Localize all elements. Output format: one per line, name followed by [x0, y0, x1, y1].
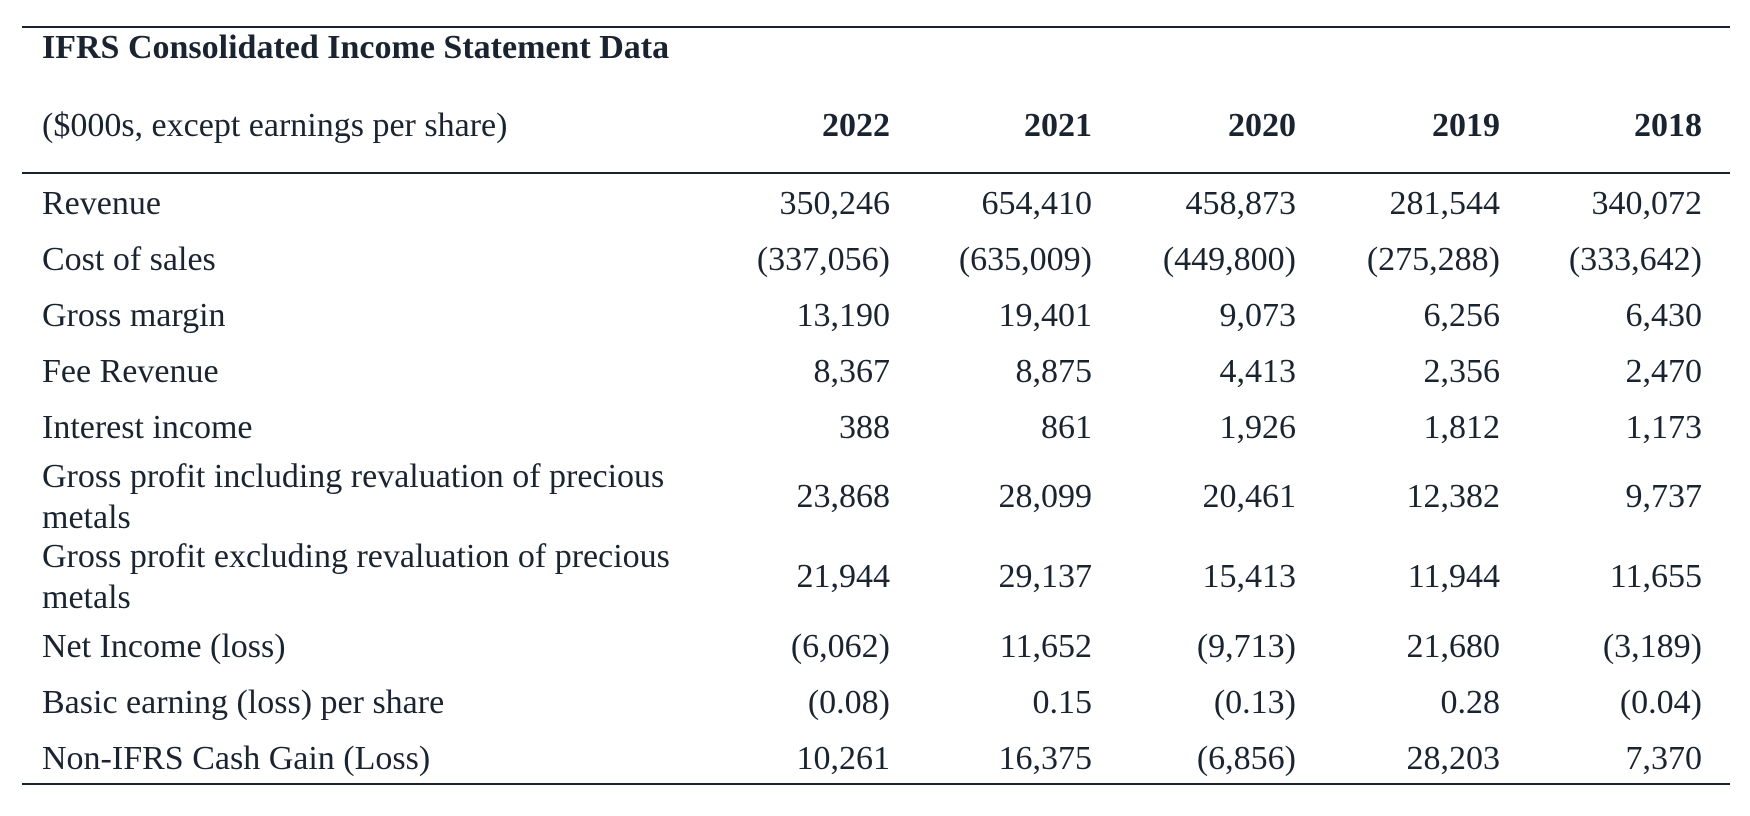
cell-2021: 19,401	[998, 297, 1093, 334]
cell-2018: 340,072	[1591, 185, 1703, 222]
table-row-revenue: Revenue 350,246 654,410 458,873 281,544 …	[0, 182, 1750, 226]
cell-2022: 350,246	[779, 185, 891, 222]
cell-2018: 2,470	[1625, 353, 1703, 390]
cell-2019: 21,680	[1406, 628, 1501, 665]
row-label-line-1: Gross profit including revaluation of pr…	[42, 458, 665, 495]
cell-2021: 0.15	[1032, 684, 1093, 721]
cell-2020: 20,461	[1202, 478, 1297, 515]
bottom-rule	[22, 783, 1730, 785]
cell-2020: 4,413	[1219, 353, 1297, 390]
table-row-gross-profit-excluding-revaluation: Gross profit excluding revaluation of pr…	[0, 536, 1750, 618]
row-label: Non-IFRS Cash Gain (Loss)	[42, 740, 431, 777]
cell-2022: 8,367	[813, 353, 891, 390]
cell-2020: (6,856)	[1196, 740, 1296, 777]
cell-2021: 11,652	[999, 628, 1092, 665]
row-label-line-2: metals	[42, 499, 131, 536]
cell-2018: 11,655	[1609, 558, 1702, 595]
row-label: Net Income (loss)	[42, 628, 286, 665]
cell-2021: 29,137	[998, 558, 1093, 595]
cell-2020: (9,713)	[1196, 628, 1296, 665]
table-row-interest-income: Interest income 388 861 1,926 1,812 1,17…	[0, 406, 1750, 450]
cell-2019: (275,288)	[1366, 241, 1500, 278]
year-header-2019: 2019	[1432, 107, 1500, 144]
cell-2019: 12,382	[1406, 478, 1501, 515]
cell-2019: 281,544	[1389, 185, 1501, 222]
row-label-line-2: metals	[42, 579, 131, 616]
row-label: Fee Revenue	[42, 353, 219, 390]
cell-2022: (337,056)	[756, 241, 890, 278]
table-row-non-ifrs-cash-gain: Non-IFRS Cash Gain (Loss) 10,261 16,375 …	[0, 737, 1750, 781]
table-row-net-income: Net Income (loss) (6,062) 11,652 (9,713)…	[0, 625, 1750, 669]
year-header-2020: 2020	[1228, 107, 1296, 144]
cell-2018: (333,642)	[1568, 241, 1702, 278]
cell-2022: 23,868	[796, 478, 891, 515]
header-rule	[22, 172, 1730, 174]
cell-2022: 21,944	[796, 558, 891, 595]
cell-2018: 6,430	[1625, 297, 1703, 334]
cell-2018: 7,370	[1625, 740, 1703, 777]
cell-2019: 6,256	[1423, 297, 1501, 334]
row-label: Basic earning (loss) per share	[42, 684, 445, 721]
cell-2021: 16,375	[998, 740, 1093, 777]
cell-2022: (0.08)	[807, 684, 890, 721]
year-header-2022: 2022	[822, 107, 890, 144]
cell-2019: 28,203	[1406, 740, 1501, 777]
year-header-2018: 2018	[1634, 107, 1702, 144]
cell-2022: 13,190	[796, 297, 891, 334]
cell-2019: 11,944	[1407, 558, 1500, 595]
cell-2020: 15,413	[1202, 558, 1297, 595]
cell-2018: 1,173	[1625, 409, 1703, 446]
table-title: IFRS Consolidated Income Statement Data	[42, 29, 670, 66]
table-row-gross-profit-including-revaluation: Gross profit including revaluation of pr…	[0, 456, 1750, 538]
cell-2019: 2,356	[1423, 353, 1501, 390]
cell-2021: 654,410	[981, 185, 1093, 222]
cell-2022: 10,261	[796, 740, 891, 777]
cell-2019: 0.28	[1440, 684, 1501, 721]
cell-2021: 8,875	[1015, 353, 1093, 390]
cell-2020: 9,073	[1219, 297, 1297, 334]
row-label-line-1: Gross profit excluding revaluation of pr…	[42, 538, 670, 575]
cell-2020: 458,873	[1185, 185, 1297, 222]
top-rule	[22, 26, 1730, 28]
cell-2018: (3,189)	[1602, 628, 1702, 665]
cell-2021: 28,099	[998, 478, 1093, 515]
cell-2020: (0.13)	[1213, 684, 1296, 721]
row-label: Cost of sales	[42, 241, 216, 278]
row-label: Gross margin	[42, 297, 226, 334]
cell-2018: 9,737	[1625, 478, 1703, 515]
cell-2020: (449,800)	[1162, 241, 1296, 278]
cell-2018: (0.04)	[1619, 684, 1702, 721]
table-row-basic-eps: Basic earning (loss) per share (0.08) 0.…	[0, 681, 1750, 725]
row-label: Revenue	[42, 185, 161, 222]
table-row-cost-of-sales: Cost of sales (337,056) (635,009) (449,8…	[0, 238, 1750, 282]
year-header-2021: 2021	[1024, 107, 1092, 144]
row-label: Interest income	[42, 409, 253, 446]
table-row-fee-revenue: Fee Revenue 8,367 8,875 4,413 2,356 2,47…	[0, 350, 1750, 394]
cell-2021: 861	[1041, 409, 1092, 446]
cell-2019: 1,812	[1423, 409, 1501, 446]
cell-2021: (635,009)	[958, 241, 1092, 278]
cell-2020: 1,926	[1219, 409, 1297, 446]
units-note: ($000s, except earnings per share)	[42, 107, 508, 144]
cell-2022: 388	[839, 409, 890, 446]
table-row-gross-margin: Gross margin 13,190 19,401 9,073 6,256 6…	[0, 294, 1750, 338]
cell-2022: (6,062)	[790, 628, 890, 665]
